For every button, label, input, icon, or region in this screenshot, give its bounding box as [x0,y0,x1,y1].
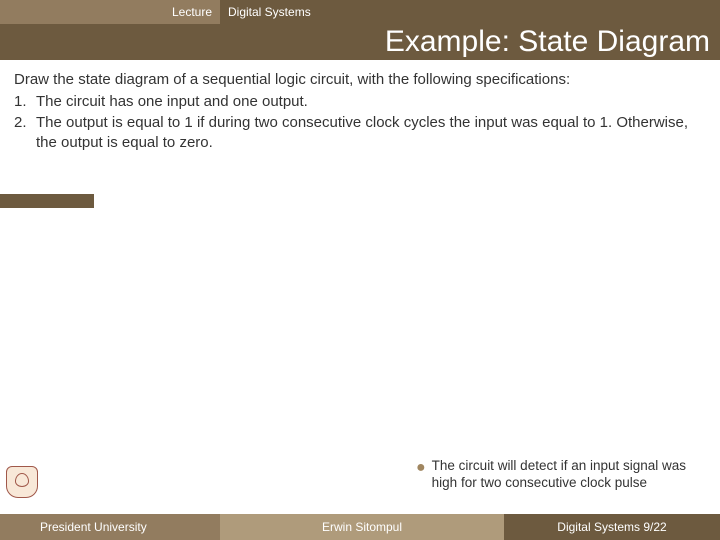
note-text: The circuit will detect if an input sign… [432,458,706,492]
footer-right: Digital Systems 9/22 [504,514,720,540]
spec-text: The circuit has one input and one output… [36,92,706,112]
spec-item: 1. The circuit has one input and one out… [14,92,706,112]
header-left-label: Lecture [0,0,220,24]
university-logo [4,466,40,510]
spec-text: The output is equal to 1 if during two c… [36,113,706,154]
footer-left: President University [0,514,220,540]
intro-text: Draw the state diagram of a sequential l… [14,70,706,90]
footer-bar: President University Erwin Sitompul Digi… [0,514,720,540]
spec-number: 2. [14,113,36,154]
title-bar: Example: State Diagram [0,24,720,60]
spec-number: 1. [14,92,36,112]
slide-content: Draw the state diagram of a sequential l… [0,60,720,153]
spec-item: 2. The output is equal to 1 if during tw… [14,113,706,154]
header-right-label: Digital Systems [220,0,720,24]
spec-list: 1. The circuit has one input and one out… [14,92,706,153]
header-bar: Lecture Digital Systems [0,0,720,24]
accent-bar [0,194,94,208]
slide-title: Example: State Diagram [0,24,710,60]
bullet-icon: ● [416,458,426,492]
note-block: ● The circuit will detect if an input si… [416,458,706,492]
shield-icon [6,466,38,498]
footer-mid: Erwin Sitompul [220,514,504,540]
